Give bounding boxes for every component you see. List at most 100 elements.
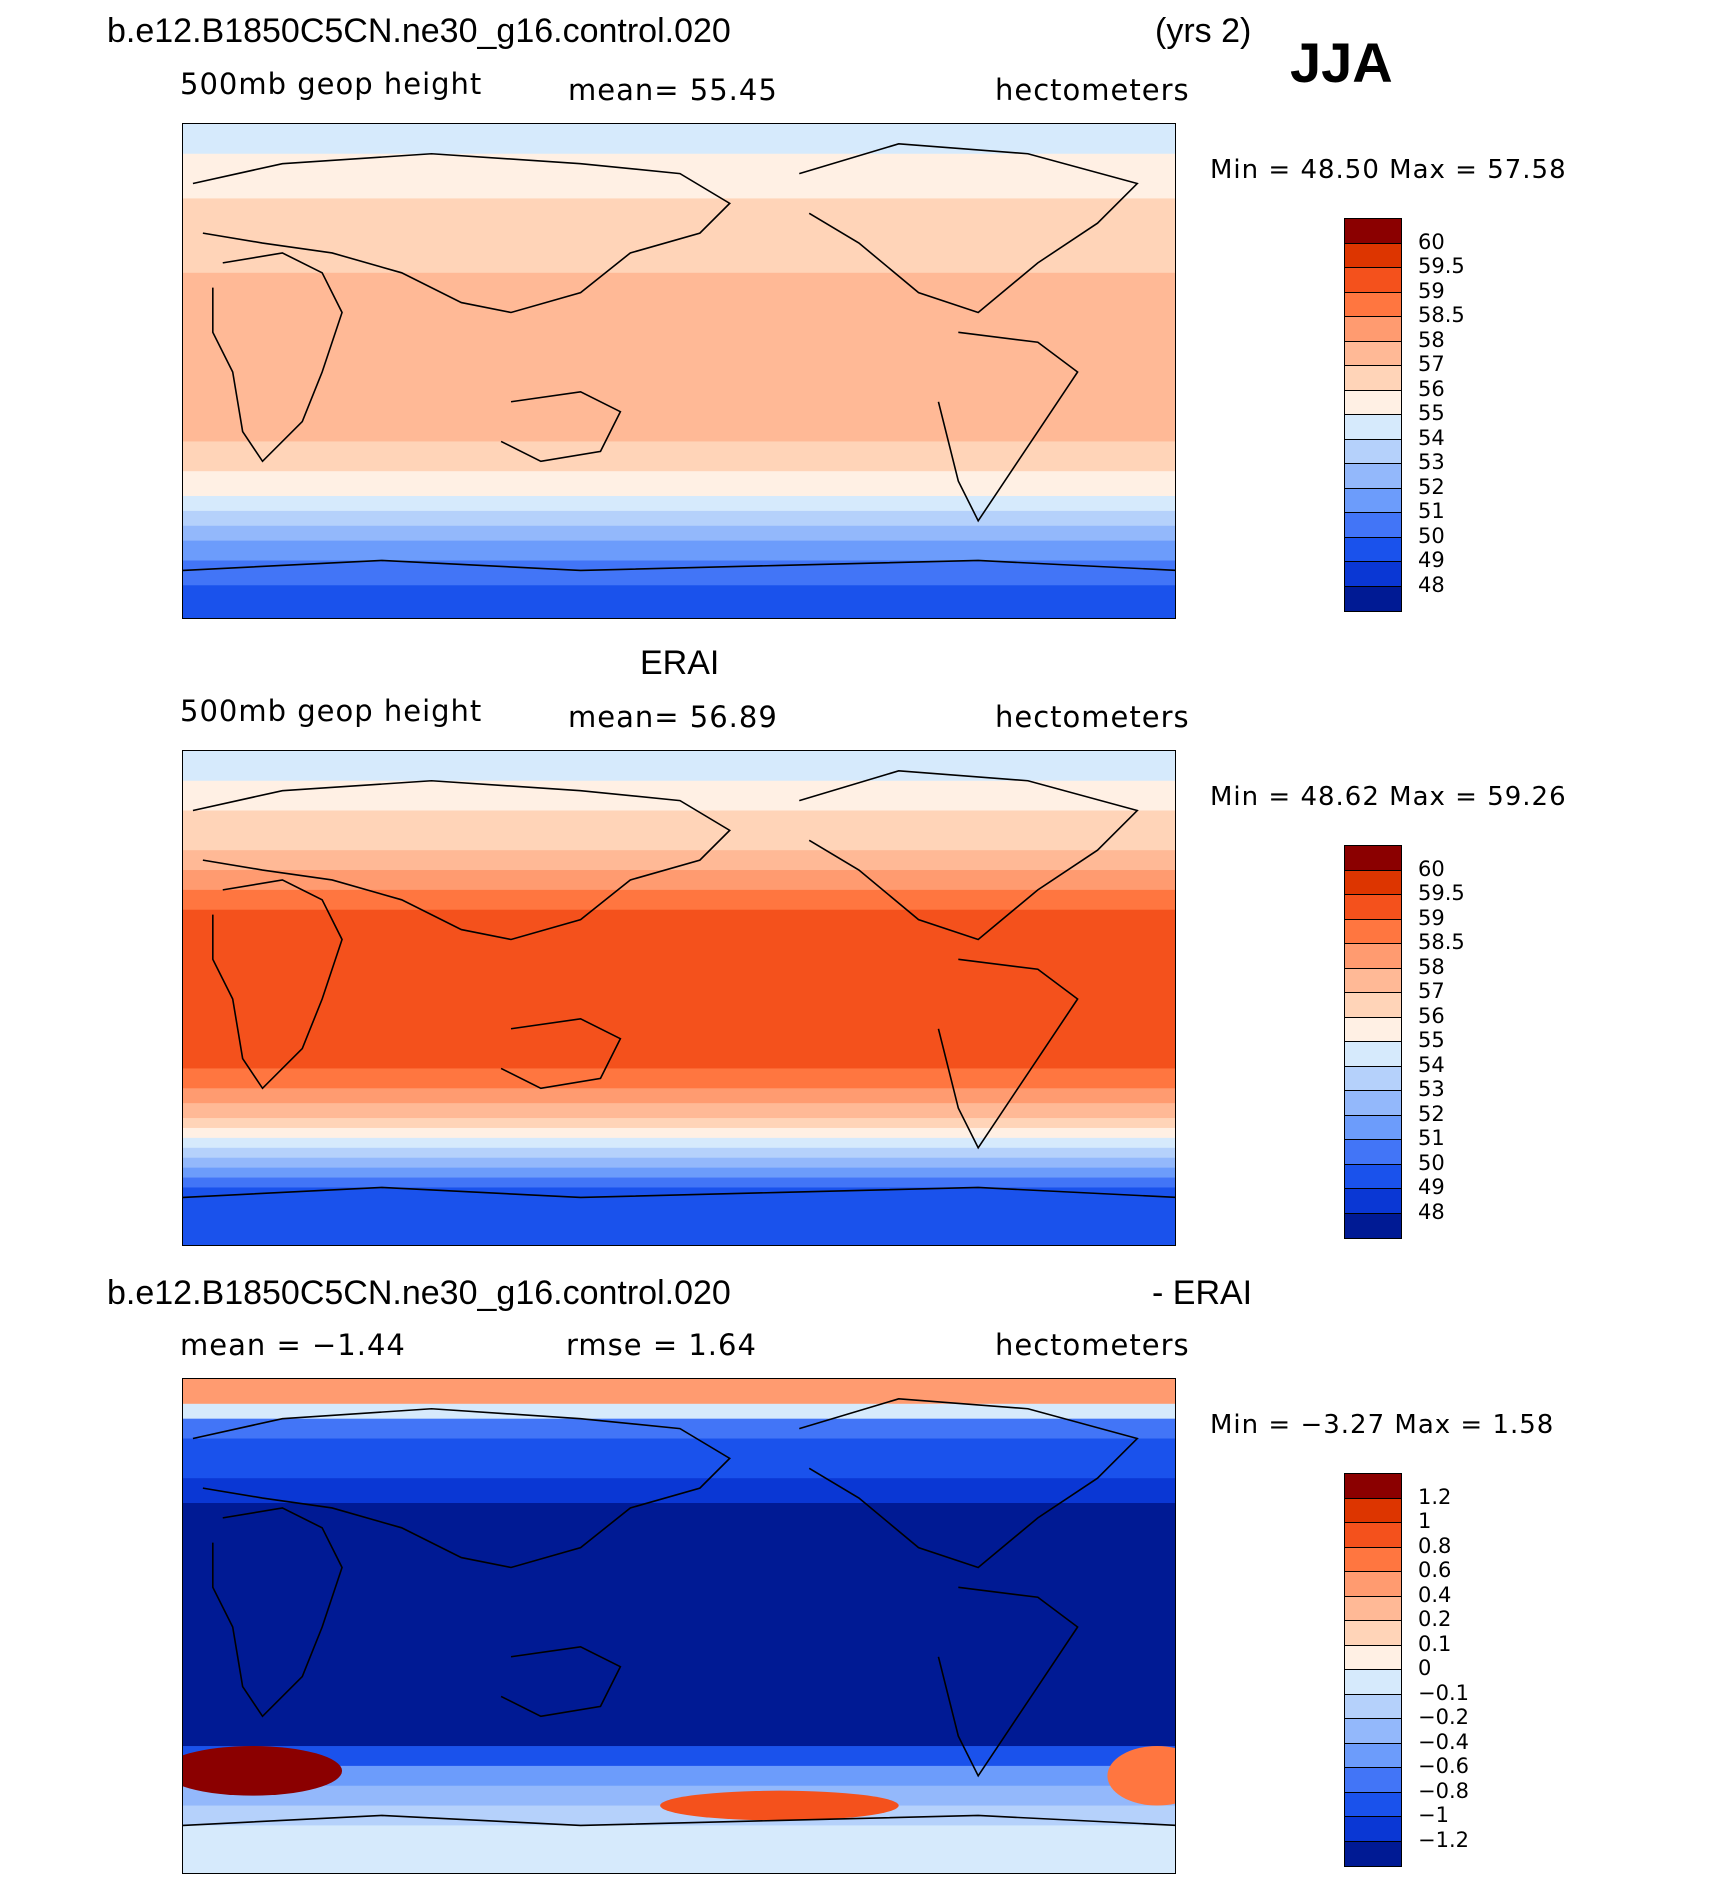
contour-band — [183, 1805, 1175, 1827]
contour-band — [183, 1127, 1175, 1139]
contour-band — [183, 1048, 1175, 1070]
coastline — [183, 1814, 1175, 1827]
coastline — [937, 1586, 1079, 1778]
coastline — [192, 1407, 731, 1569]
coastline — [192, 779, 731, 941]
contour-band — [183, 272, 1175, 324]
colorbar-tick-label: 49 — [1418, 1175, 1445, 1199]
colorbar-tick-label: 58.5 — [1418, 930, 1465, 954]
colorbar-tick-label: 55 — [1418, 1028, 1445, 1052]
colorbar-segment — [1345, 1817, 1401, 1842]
contour-band — [183, 1478, 1175, 1504]
panel2-minmax: Min = 48.62 Max = 59.26 — [1210, 782, 1567, 812]
anomaly-blob — [1107, 1746, 1175, 1806]
colorbar-tick-label: 59.5 — [1418, 881, 1465, 905]
colorbar-segment — [1345, 1042, 1401, 1067]
colorbar-tick-label: 54 — [1418, 425, 1445, 450]
contour-band — [183, 153, 1175, 200]
colorbar-tick-label: 58 — [1418, 327, 1445, 352]
panel2-variable: 500mb geop height — [180, 694, 483, 728]
colorbar-segment — [1345, 1572, 1401, 1597]
contour-band — [183, 1403, 1175, 1420]
colorbar-segment — [1345, 1768, 1401, 1793]
colorbar-segment — [1345, 1621, 1401, 1646]
colorbar-segment — [1345, 1140, 1401, 1165]
contour-band — [183, 1137, 1175, 1149]
colorbar-segment — [1345, 1189, 1401, 1214]
colorbar-tick-label: 58 — [1418, 954, 1445, 979]
panel1-years: (yrs 2) — [1155, 12, 1252, 50]
coastline — [500, 391, 622, 463]
colorbar-segment — [1345, 1670, 1401, 1695]
panel3-mean: mean = −1.44 — [180, 1328, 406, 1362]
colorbar-tick-label: −0.8 — [1418, 1778, 1469, 1803]
coastline — [500, 1018, 622, 1090]
panel3-colorbar — [1344, 1473, 1402, 1867]
season-label: JJA — [1290, 31, 1393, 94]
panel1-contour-plot — [183, 124, 1175, 618]
colorbar-tick-label: 0.4 — [1418, 1582, 1452, 1607]
colorbar-segment — [1345, 1694, 1401, 1719]
coastline — [799, 143, 1139, 314]
colorbar-segment — [1345, 488, 1401, 513]
colorbar-tick-label: 53 — [1418, 450, 1445, 474]
colorbar-tick-label: 50 — [1418, 523, 1445, 548]
colorbar-segment — [1345, 366, 1401, 391]
colorbar-tick-label: 0.6 — [1418, 1558, 1452, 1582]
colorbar-tick-label: 51 — [1418, 499, 1445, 523]
contour-band — [183, 780, 1175, 812]
contour-band — [183, 1103, 1175, 1120]
contour-band — [183, 525, 1175, 542]
colorbar-segment — [1345, 1841, 1401, 1866]
panel2-units: hectometers — [995, 700, 1190, 734]
colorbar-tick-label: 51 — [1418, 1126, 1445, 1150]
contour-band — [183, 198, 1175, 274]
colorbar-segment — [1345, 219, 1401, 244]
panel3-rmse: rmse = 1.64 — [566, 1328, 757, 1362]
panel3-case-title: b.e12.B1850C5CN.ne30_g16.control.020 — [107, 1274, 731, 1312]
panel3-map — [182, 1378, 1176, 1874]
panel2-contour-plot — [183, 751, 1175, 1245]
panel2-colorbar — [1344, 845, 1402, 1239]
panel1-minmax: Min = 48.50 Max = 57.58 — [1210, 155, 1567, 185]
colorbar-tick-label: 56 — [1418, 1003, 1445, 1028]
contour-band — [183, 1068, 1175, 1090]
anomaly-blob — [660, 1790, 899, 1821]
colorbar-tick-label: 49 — [1418, 548, 1445, 572]
colorbar-segment — [1345, 1091, 1401, 1116]
panel1-mean: mean= 55.45 — [568, 73, 778, 107]
contour-band — [183, 1118, 1175, 1129]
panel3-minmax: Min = −3.27 Max = 1.58 — [1210, 1410, 1555, 1440]
colorbar-segment — [1345, 439, 1401, 464]
contour-band — [183, 1726, 1175, 1748]
colorbar-segment — [1345, 292, 1401, 317]
panel3-units: hectometers — [995, 1328, 1190, 1362]
coastline — [212, 879, 343, 1090]
contour-band — [183, 810, 1175, 852]
contour-band — [183, 1187, 1175, 1245]
colorbar-tick-label: −1 — [1418, 1803, 1449, 1827]
colorbar-segment — [1345, 390, 1401, 415]
panel1-units: hectometers — [995, 73, 1190, 107]
colorbar-segment — [1345, 1498, 1401, 1523]
colorbar-tick-label: 59.5 — [1418, 254, 1465, 278]
contour-band — [183, 496, 1175, 512]
colorbar-segment — [1345, 1719, 1401, 1744]
panel2-map — [182, 750, 1176, 1246]
colorbar-segment — [1345, 1596, 1401, 1621]
colorbar-tick-label: −0.1 — [1418, 1680, 1469, 1705]
colorbar-tick-label: −0.2 — [1418, 1705, 1469, 1729]
colorbar-tick-label: 60 — [1418, 229, 1445, 254]
contour-band — [183, 1785, 1175, 1807]
contour-band — [183, 322, 1175, 373]
contour-band — [183, 585, 1175, 618]
panel1-map — [182, 123, 1176, 619]
colorbar-segment — [1345, 1164, 1401, 1189]
colorbar-segment — [1345, 846, 1401, 871]
contour-band — [183, 441, 1175, 473]
colorbar-tick-label: 50 — [1418, 1150, 1445, 1175]
colorbar-tick-label: 0 — [1418, 1656, 1432, 1680]
colorbar-tick-label: 57 — [1418, 979, 1445, 1003]
colorbar-segment — [1345, 562, 1401, 587]
colorbar-segment — [1345, 1213, 1401, 1238]
